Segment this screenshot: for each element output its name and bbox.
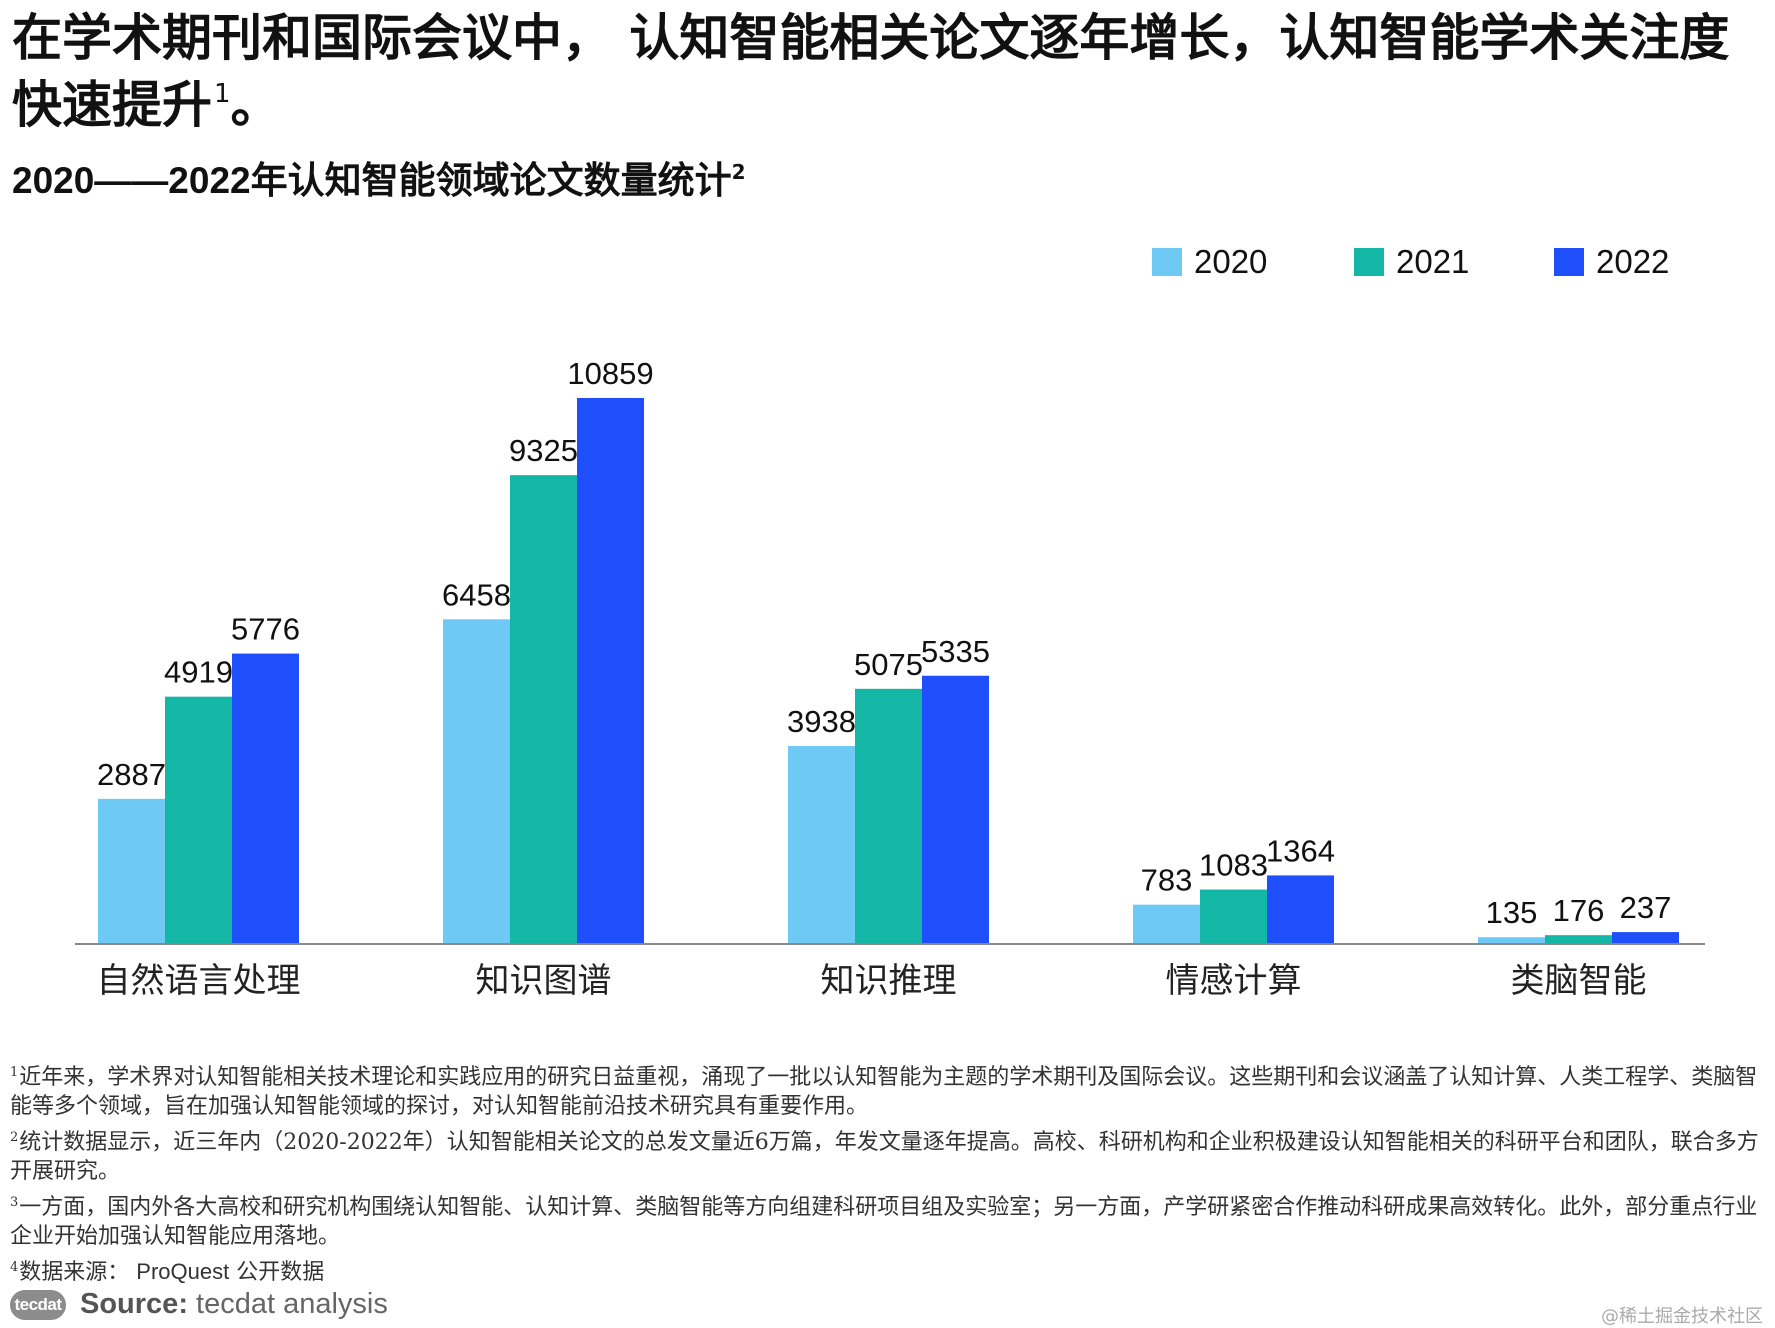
value-label-2022-3: 5335	[921, 634, 990, 669]
category-label-3: 知识推理	[821, 961, 957, 1001]
value-label-2021-5: 176	[1553, 893, 1605, 928]
value-label-2021-1: 4919	[164, 655, 233, 690]
chart-legend: 2020 2021 2022	[1152, 243, 1669, 280]
category-label-5: 类脑智能	[1511, 961, 1647, 1001]
category-label-4: 情感计算	[1166, 961, 1302, 1001]
bar-2021-4	[1200, 889, 1267, 944]
footnote-3-marker: 3	[10, 1195, 19, 1210]
footnote-4-marker: 4	[10, 1260, 19, 1275]
footnote-4-prefix: 数据来源：	[19, 1260, 130, 1285]
footnote-2-marker: 2	[10, 1130, 19, 1145]
footnote-3-text: 一方面，国内外各大高校和研究机构围绕认知智能、认知计算、类脑智能等方向组建科研项…	[10, 1195, 1758, 1249]
legend-label-2021: 2021	[1396, 243, 1469, 280]
legend-label-2020: 2020	[1194, 243, 1267, 280]
footnote-2-text: 统计数据显示，近三年内（2020-2022年）认知智能相关论文的总发文量近6万篇…	[10, 1130, 1759, 1184]
value-label-2021-4: 1083	[1199, 848, 1268, 883]
bar-2021-2	[510, 475, 577, 944]
value-label-2022-4: 1364	[1266, 833, 1335, 868]
source-text: Source: tecdat analysis	[80, 1288, 388, 1321]
bar-2020-3	[788, 745, 855, 944]
chart-title-years: 2020——2022	[12, 160, 251, 201]
bar-chart: 2020 2021 2022 2887 4919 5776 6458 9325 10859 39…	[75, 243, 1705, 1001]
category-label-2: 知识图谱	[476, 961, 612, 1001]
footnote-2: 2统计数据显示，近三年内（2020-2022年）认知智能相关论文的总发文量近6万…	[10, 1123, 1770, 1186]
category-label-1: 自然语言处理	[97, 961, 301, 1001]
legend-label-2022: 2022	[1596, 243, 1669, 280]
footnote-4-source: ProQuest	[136, 1259, 230, 1284]
chart-title-footnote-ref: 2	[731, 160, 746, 184]
legend-swatch-2020	[1152, 248, 1182, 276]
footnotes: 1近年来，学术界对认知智能相关技术理论和实践应用的研究日益重视，涌现了一批以认知…	[10, 1058, 1770, 1289]
legend-swatch-2021	[1354, 248, 1384, 276]
chart-title: 2020——2022年认知智能领域论文数量统计2	[12, 150, 746, 203]
headline: 在学术期刊和国际会议中， 认知智能相关论文逐年增长，认知智能学术关注度快速提升1…	[12, 10, 1762, 133]
legend-swatch-2022	[1554, 248, 1584, 276]
footnote-4-suffix: 公开数据	[236, 1260, 325, 1285]
headline-footnote-ref: 1	[214, 79, 231, 109]
bar-2022-2	[577, 398, 644, 944]
bar-2022-3	[922, 675, 989, 944]
value-label-2022-5: 237	[1620, 890, 1672, 925]
bar-2021-3	[855, 688, 922, 944]
value-label-2022-2: 10859	[567, 356, 653, 391]
source-line: tecdat Source: tecdat analysis	[10, 1288, 388, 1321]
value-label-2020-1: 2887	[97, 757, 166, 792]
footnote-1-marker: 1	[10, 1065, 19, 1080]
bar-2022-1	[232, 653, 299, 944]
value-label-2020-2: 6458	[442, 577, 511, 612]
bar-2022-5	[1612, 932, 1679, 944]
footnote-1: 1近年来，学术界对认知智能相关技术理论和实践应用的研究日益重视，涌现了一批以认知…	[10, 1058, 1770, 1121]
source-value: tecdat analysis	[196, 1288, 388, 1320]
watermark: @稀土掘金技术社区	[1601, 1306, 1763, 1327]
chart-title-text: 年认知智能领域论文数量统计	[250, 159, 732, 202]
value-label-2020-3: 3938	[787, 704, 856, 739]
headline-end: 。	[230, 76, 281, 134]
bar-2022-4	[1267, 875, 1334, 944]
bar-2021-5	[1545, 935, 1612, 944]
bar-2020-1	[98, 798, 165, 944]
bar-2020-4	[1133, 904, 1200, 944]
footnote-4: 4数据来源： ProQuest 公开数据	[10, 1253, 1770, 1287]
bar-2020-2	[443, 619, 510, 944]
value-label-2021-2: 9325	[509, 433, 578, 468]
value-label-2021-3: 5075	[854, 647, 923, 682]
value-label-2020-5: 135	[1486, 895, 1538, 930]
chart-bars	[98, 398, 1679, 944]
headline-text: 在学术期刊和国际会议中， 认知智能相关论文逐年增长，认知智能学术关注度快速提升	[12, 9, 1730, 134]
chart-category-labels: 自然语言处理 知识图谱 知识推理 情感计算 类脑智能	[97, 961, 1647, 1001]
tecdat-logo: tecdat	[10, 1289, 66, 1320]
bar-2021-1	[165, 696, 232, 944]
footnote-1-text: 近年来，学术界对认知智能相关技术理论和实践应用的研究日益重视，涌现了一批以认知智…	[10, 1065, 1758, 1119]
source-label: Source:	[80, 1288, 188, 1320]
value-label-2020-4: 783	[1141, 863, 1193, 898]
bar-2020-5	[1478, 937, 1545, 944]
value-label-2022-1: 5776	[231, 612, 300, 647]
footnote-3: 3一方面，国内外各大高校和研究机构围绕认知智能、认知计算、类脑智能等方向组建科研…	[10, 1188, 1770, 1251]
